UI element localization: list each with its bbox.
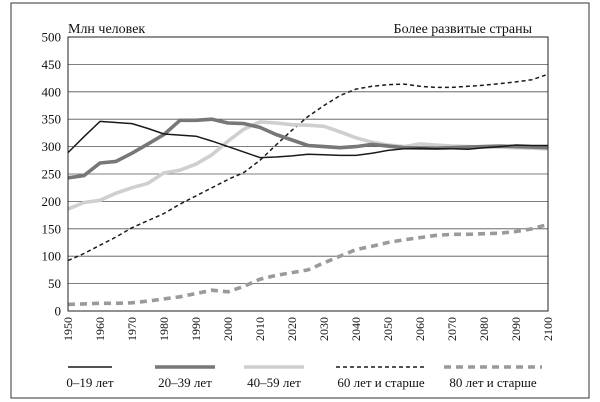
y-tick-label: 300 [42,139,62,154]
x-tick-label: 2000 [221,317,235,341]
x-tick-label: 2030 [317,317,331,341]
x-tick-label: 2080 [477,317,491,341]
x-tick-label: 1980 [157,317,171,341]
x-tick-label: 2040 [349,317,363,341]
y-tick-label: 400 [42,84,62,99]
legend-label-2: 40–59 лет [247,375,301,390]
legend-label-4: 80 лет и старше [449,375,537,390]
y-tick-label: 100 [42,249,62,264]
legend-label-3: 60 лет и старше [337,375,425,390]
y-tick-label: 350 [42,112,62,127]
x-tick-label: 2020 [285,317,299,341]
x-tick-label: 2070 [445,317,459,341]
x-tick-label: 2050 [381,317,395,341]
y-tick-label: 200 [42,194,62,209]
chart-title-left: Млн человек [68,22,145,37]
y-tick-label: 50 [48,276,61,291]
x-tick-label: 2060 [413,317,427,341]
y-tick-label: 500 [42,30,62,45]
x-tick-label: 1970 [125,317,139,341]
x-tick-label: 1950 [61,317,75,341]
y-tick-label: 0 [55,304,62,319]
y-tick-label: 150 [42,221,62,236]
chart-title-right: Более развитые страны [394,22,533,37]
y-tick-label: 250 [42,167,62,182]
y-tick-label: 450 [42,57,62,72]
legend-label-1: 20–39 лет [158,375,212,390]
x-tick-label: 2100 [541,317,555,341]
legend-label-0: 0–19 лет [66,375,114,390]
x-tick-label: 2090 [509,317,523,341]
x-tick-label: 2010 [253,317,267,341]
x-tick-label: 1990 [189,317,203,341]
x-tick-label: 1960 [93,317,107,341]
